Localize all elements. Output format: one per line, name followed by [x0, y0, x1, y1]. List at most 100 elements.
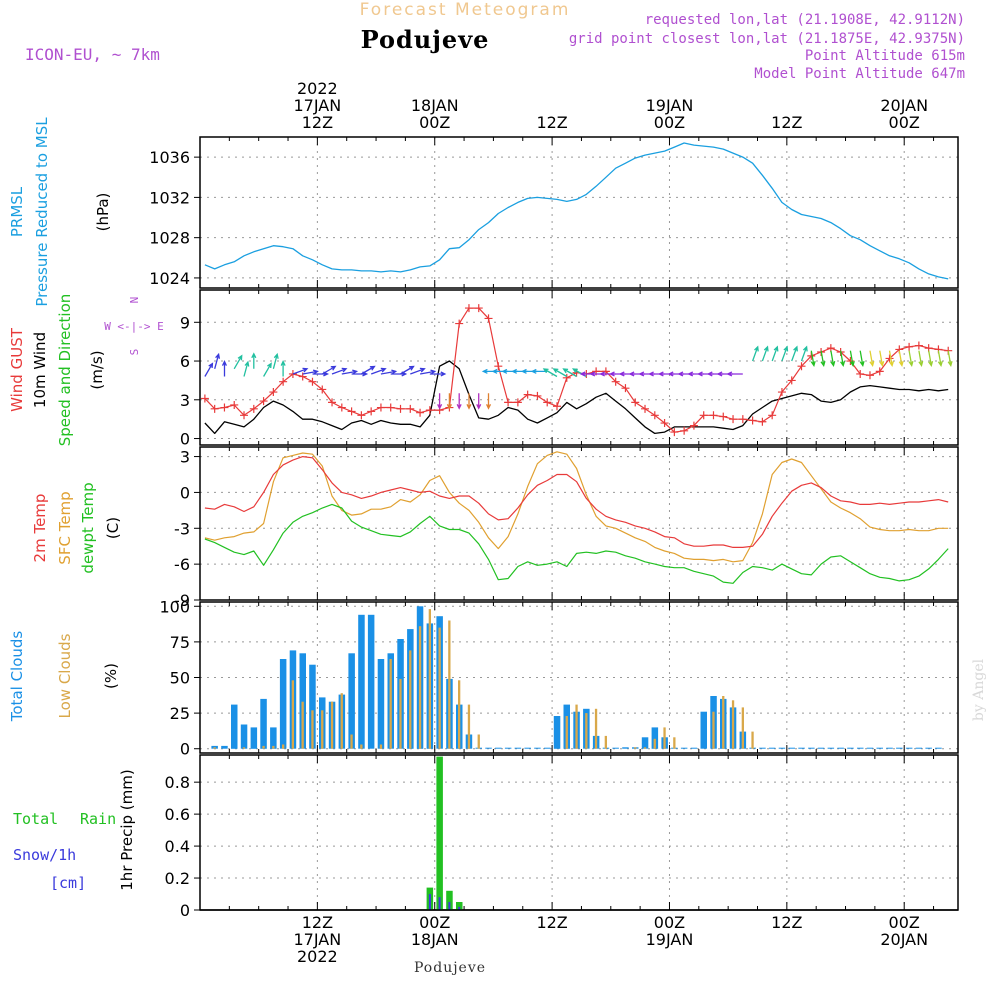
- total-cloud-bar: [788, 747, 795, 749]
- cloud-unit: (%): [102, 663, 120, 689]
- gust-marker: [552, 402, 561, 411]
- low-cloud-bar: [594, 708, 598, 749]
- gust-marker: [308, 377, 317, 386]
- total-cloud-bar: [377, 659, 385, 749]
- total-cloud-bar: [847, 747, 854, 749]
- gust-marker: [621, 384, 630, 393]
- gust-marker: [758, 417, 767, 426]
- gust-marker: [533, 391, 542, 400]
- low-cloud-bar: [262, 745, 265, 749]
- total-cloud-bar: [270, 727, 277, 749]
- total-cloud-bar: [524, 747, 531, 749]
- low-cloud-bar: [428, 609, 431, 749]
- total-cloud-bar: [495, 747, 502, 749]
- gust-marker: [670, 428, 679, 437]
- wind-direction-arrow: [292, 367, 309, 375]
- precip-cm-label: [cm]: [50, 874, 86, 892]
- wind-direction-arrow: [859, 350, 865, 367]
- low-cloud-bar: [663, 727, 666, 749]
- bottom-time-label: 00Z: [419, 913, 450, 932]
- low-cloud-bar: [634, 747, 637, 749]
- gust-marker: [905, 342, 914, 351]
- wind-direction-arrow: [820, 350, 826, 367]
- total-cloud-bar: [866, 747, 874, 749]
- bottom-time-label: 19JAN: [646, 930, 694, 949]
- total-cloud-bar: [876, 747, 883, 749]
- cloud-ytick-label: 25: [170, 704, 190, 723]
- gust-marker: [455, 319, 464, 328]
- wind-direction-arrow: [898, 350, 904, 367]
- wind-direction-arrow: [830, 350, 836, 367]
- pressure-ytick-label: 1028: [149, 229, 190, 248]
- point-altitude: Point Altitude 615m: [805, 48, 965, 64]
- gust-marker: [494, 362, 503, 371]
- total-cloud-bar: [221, 745, 228, 749]
- gust-marker: [396, 404, 405, 413]
- gust-marker: [611, 377, 620, 386]
- wind-direction-arrow: [380, 369, 398, 375]
- top-time-label: 12Z: [536, 113, 567, 132]
- wind-direction-arrow: [810, 350, 816, 367]
- total-cloud-bar: [358, 614, 365, 749]
- gust-marker: [777, 388, 786, 397]
- wind-direction-arrow: [204, 362, 214, 377]
- precip-total-label: Total: [13, 810, 58, 828]
- gust-marker: [631, 398, 640, 407]
- total-cloud-bar: [299, 653, 306, 749]
- wind-direction-arrow: [272, 352, 279, 369]
- wind-direction-arrow: [410, 367, 426, 375]
- low-cloud-bar: [389, 659, 392, 749]
- low-cloud-bar: [448, 620, 451, 749]
- total-cloud-bar: [759, 747, 766, 749]
- total-cloud-bar: [514, 747, 522, 749]
- wind-ytick-label: 6: [180, 352, 190, 371]
- bottom-time-label: 12Z: [302, 913, 333, 932]
- total-cloud-bar: [231, 704, 238, 749]
- temp-2m-label: 2m Temp: [31, 494, 49, 563]
- total-cloud-bar: [250, 727, 258, 749]
- temp-ytick-label: 0: [180, 483, 190, 502]
- total-cloud-bar: [857, 747, 864, 749]
- total-cloud-bar: [778, 747, 786, 749]
- gust-marker: [474, 304, 483, 313]
- temp-sfc-label: SFC Temp: [56, 491, 74, 564]
- pressure-line: [204, 142, 949, 280]
- low-cloud-bar: [731, 700, 735, 749]
- low-cloud-bar: [409, 650, 412, 749]
- wind-direction-arrow: [761, 345, 769, 362]
- gust-marker: [729, 415, 738, 424]
- top-time-label: 20JAN: [880, 96, 928, 115]
- wind-direction-arrow: [800, 345, 808, 362]
- wind-direction-arrow: [879, 350, 885, 367]
- top-time-label: 00Z: [419, 113, 450, 132]
- wind-direction-arrow: [476, 393, 482, 410]
- low-cloud-bar: [350, 734, 353, 749]
- gust-marker: [680, 426, 689, 435]
- wind-direction-arrow: [419, 369, 437, 375]
- wind-direction-arrow: [446, 393, 452, 410]
- low-cloud-bar: [575, 704, 578, 749]
- wind-direction-arrow: [562, 368, 577, 378]
- top-time-label: 12Z: [771, 113, 802, 132]
- temp-ytick-label: -6: [174, 555, 190, 574]
- snow-bar: [438, 897, 441, 910]
- wind-10m-label: 10m Wind: [31, 332, 49, 408]
- gust-marker: [875, 367, 884, 376]
- bottom-time-label: 00Z: [889, 913, 920, 932]
- total-cloud-bar: [534, 747, 541, 749]
- gust-marker: [914, 341, 923, 350]
- low-cloud-bar: [467, 704, 471, 749]
- pressure-long-label: Pressure Reduced to MSL: [33, 117, 51, 307]
- precip-frame: [199, 754, 959, 911]
- gust-marker: [230, 400, 239, 409]
- gust-marker: [787, 376, 796, 385]
- wind-ytick-label: 9: [180, 313, 190, 332]
- gust-marker: [689, 421, 698, 430]
- pressure-label: PRMSL: [8, 186, 26, 237]
- temp-unit: (C): [104, 517, 122, 539]
- total-cloud-bar: [827, 747, 835, 749]
- bottom-time-label: 00Z: [654, 913, 685, 932]
- gust-marker: [856, 369, 865, 378]
- top-time-label: 19JAN: [646, 96, 694, 115]
- gust-marker: [279, 377, 288, 386]
